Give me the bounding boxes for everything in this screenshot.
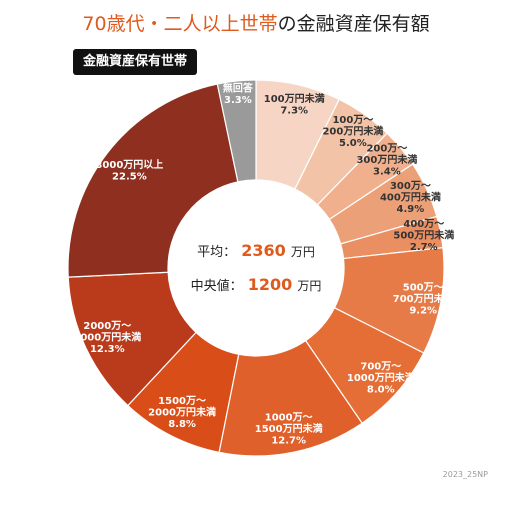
slice-category-label: 400万円未満 bbox=[380, 190, 441, 203]
donut-slice bbox=[218, 339, 363, 457]
slice-value-label: 12.3% bbox=[90, 344, 125, 355]
slice-label: 2000万～ 3000万円未満 12.3% bbox=[73, 320, 141, 355]
slice-label: 無回答 3.3% bbox=[223, 82, 254, 107]
donut-slice bbox=[67, 83, 239, 278]
slice-category-label: 2000万円未満 bbox=[148, 406, 216, 419]
slice-category-label: 200万～ bbox=[366, 143, 407, 155]
slice-value-label: 5.0% bbox=[339, 138, 367, 149]
slice-label: 300万～ 400万円未満 4.9% bbox=[380, 180, 441, 215]
slice-value-label: 8.8% bbox=[168, 419, 196, 430]
mean-unit: 万円 bbox=[290, 245, 315, 259]
credit-text: 2023_25NP bbox=[442, 470, 488, 479]
slice-label: 700万～ 1000万円未満 8.0% bbox=[347, 361, 415, 396]
slice-category-label: 300万～ bbox=[390, 180, 431, 192]
slice-label: 3000万円以上 22.5% bbox=[95, 158, 163, 183]
slice-value-label: 7.3% bbox=[280, 106, 308, 117]
slice-value-label: 9.2% bbox=[409, 306, 437, 317]
slice-category-label: 1000万円未満 bbox=[347, 371, 415, 384]
median-stat: 中央値： 1200 万円 bbox=[0, 275, 512, 294]
slice-category-label: 無回答 bbox=[223, 82, 254, 95]
chart-title-highlight: 70歳代・二人以上世帯 bbox=[82, 13, 278, 35]
median-label: 中央値： bbox=[190, 279, 243, 294]
slice-category-label: 1000万～ bbox=[265, 412, 313, 424]
slice-value-label: 12.7% bbox=[271, 436, 306, 447]
slice-label: 100万円未満 7.3% bbox=[264, 92, 325, 117]
slice-category-label: 300万円未満 bbox=[356, 153, 417, 166]
slice-category-label: 1500万～ bbox=[158, 395, 206, 407]
slice-category-label: 100万円未満 bbox=[264, 92, 325, 105]
slice-label: 400万～ 500万円未満 2.7% bbox=[393, 218, 454, 253]
slice-label: 500万～ 700万円未満 9.2% bbox=[393, 282, 454, 317]
category-badge: 金融資産保有世帯 bbox=[73, 49, 198, 75]
slice-category-label: 400万～ bbox=[403, 218, 444, 230]
slice-value-label: 8.0% bbox=[367, 385, 395, 396]
median-value: 1200 bbox=[247, 275, 293, 294]
slice-label: 1000万～ 1500万円未満 12.7% bbox=[255, 412, 323, 447]
slice-value-label: 3.4% bbox=[373, 167, 401, 178]
slice-category-label: 3000万円未満 bbox=[73, 331, 141, 344]
slice-category-label: 1500万円未満 bbox=[255, 422, 323, 435]
chart-title: 70歳代・二人以上世帯の金融資産保有額 bbox=[0, 10, 512, 38]
slice-category-label: 2000万～ bbox=[83, 320, 131, 332]
slice-label: 200万～ 300万円未満 3.4% bbox=[356, 143, 417, 178]
mean-value: 2360 bbox=[241, 241, 286, 260]
slice-value-label: 3.3% bbox=[224, 95, 252, 106]
median-unit: 万円 bbox=[297, 279, 322, 293]
slice-category-label: 3000万円以上 bbox=[95, 158, 163, 171]
slice-category-label: 200万円未満 bbox=[322, 124, 383, 137]
mean-label: 平均： bbox=[197, 245, 237, 260]
chart-title-rest: の金融資産保有額 bbox=[277, 13, 430, 35]
slice-category-label: 100万～ bbox=[332, 114, 373, 126]
slice-value-label: 22.5% bbox=[112, 172, 147, 183]
slice-value-label: 4.9% bbox=[397, 204, 425, 215]
slice-category-label: 700万円未満 bbox=[393, 292, 454, 305]
slice-label: 1500万～ 2000万円未満 8.8% bbox=[148, 395, 216, 430]
slice-value-label: 2.7% bbox=[410, 242, 438, 253]
donut-slice bbox=[216, 79, 257, 183]
mean-stat: 平均： 2360 万円 bbox=[0, 241, 512, 260]
slice-category-label: 500万～ bbox=[403, 282, 444, 294]
donut-labels: 100万円未満 7.3%100万～ 200万円未満 5.0%200万～ 300万円未満 3… bbox=[73, 82, 454, 447]
slice-category-label: 700万～ bbox=[360, 361, 401, 373]
donut-slices bbox=[67, 79, 445, 457]
slice-label: 100万～ 200万円未満 5.0% bbox=[322, 114, 383, 149]
slice-category-label: 500万円未満 bbox=[393, 229, 454, 242]
